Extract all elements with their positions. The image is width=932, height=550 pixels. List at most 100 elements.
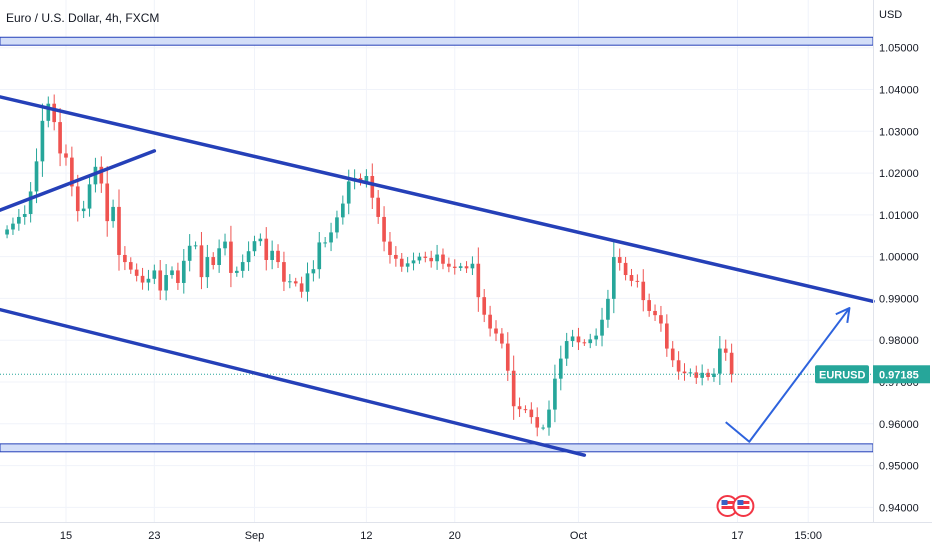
candle[interactable] [282, 251, 286, 292]
candle[interactable] [458, 262, 463, 271]
candle[interactable] [588, 333, 593, 349]
candle[interactable] [482, 289, 487, 323]
candle[interactable] [405, 257, 410, 273]
candle[interactable] [712, 368, 716, 382]
candle[interactable] [682, 363, 687, 381]
candle[interactable] [252, 235, 257, 257]
candle[interactable] [99, 156, 104, 193]
candle[interactable] [623, 256, 628, 281]
candle[interactable] [176, 262, 180, 290]
candle[interactable] [447, 257, 451, 273]
candle[interactable] [28, 182, 33, 223]
candle[interactable] [653, 304, 657, 321]
candle[interactable] [311, 260, 316, 282]
candle[interactable] [170, 266, 174, 279]
candle[interactable] [659, 305, 663, 332]
candle[interactable] [394, 246, 398, 267]
candle[interactable] [146, 269, 151, 291]
candle[interactable] [688, 368, 693, 377]
candle[interactable] [258, 233, 263, 246]
candle[interactable] [511, 355, 516, 420]
candle[interactable] [382, 206, 386, 252]
candle[interactable] [388, 231, 392, 264]
candle[interactable] [264, 227, 269, 271]
candle[interactable] [582, 339, 587, 346]
candle[interactable] [452, 259, 457, 275]
candle[interactable] [558, 345, 563, 391]
candle[interactable] [117, 189, 121, 271]
wedge-trendline[interactable] [0, 149, 157, 212]
candle[interactable] [718, 336, 722, 385]
candle[interactable] [22, 205, 27, 225]
candle[interactable] [441, 248, 445, 270]
candle[interactable] [11, 217, 15, 235]
candle[interactable] [17, 209, 21, 231]
candle[interactable] [152, 264, 157, 285]
candle[interactable] [52, 94, 57, 131]
candle[interactable] [217, 239, 221, 273]
candle[interactable] [535, 407, 540, 437]
candle[interactable] [287, 274, 292, 289]
candle[interactable] [606, 289, 610, 328]
candle[interactable] [34, 148, 39, 204]
candle[interactable] [600, 307, 604, 347]
candle[interactable] [723, 339, 728, 361]
candle[interactable] [529, 402, 534, 424]
candle[interactable] [488, 305, 492, 337]
candle[interactable] [205, 244, 210, 289]
candle[interactable] [181, 249, 186, 294]
support-zone[interactable] [0, 443, 874, 453]
channel-upper-line[interactable] [0, 95, 875, 304]
price-axis[interactable]: USD 1.050001.040001.030001.020001.010001… [873, 0, 919, 522]
candle[interactable] [523, 405, 528, 414]
candle[interactable] [564, 332, 569, 366]
projection-arrow[interactable] [725, 307, 851, 443]
candle[interactable] [199, 231, 204, 290]
candle[interactable] [494, 320, 498, 342]
candle[interactable] [58, 107, 62, 167]
candle[interactable] [641, 269, 646, 312]
candle[interactable] [64, 144, 68, 166]
candle[interactable] [611, 241, 616, 314]
channel-lower-line[interactable] [0, 307, 587, 457]
candle[interactable] [435, 244, 439, 270]
candle[interactable] [617, 248, 622, 271]
candle[interactable] [134, 263, 139, 282]
candle[interactable] [299, 276, 304, 298]
candle[interactable] [676, 351, 681, 380]
candle[interactable] [40, 103, 45, 177]
candle[interactable] [140, 267, 145, 290]
candle[interactable] [500, 328, 504, 349]
candle[interactable] [270, 240, 274, 270]
candle[interactable] [547, 400, 551, 436]
candle[interactable] [376, 189, 381, 224]
candle[interactable] [187, 234, 192, 272]
candle[interactable] [629, 268, 634, 287]
candle[interactable] [517, 397, 522, 417]
candle[interactable] [329, 222, 333, 252]
candle[interactable] [594, 328, 598, 346]
candle[interactable] [164, 264, 168, 301]
candle[interactable] [346, 169, 351, 215]
candle[interactable] [670, 341, 675, 368]
candle[interactable] [423, 251, 428, 263]
candle[interactable] [123, 246, 127, 271]
candle[interactable] [341, 195, 345, 225]
candle[interactable] [411, 252, 416, 271]
candle[interactable] [111, 199, 115, 228]
candle[interactable] [664, 314, 669, 357]
candle[interactable] [470, 256, 475, 276]
candle[interactable] [553, 364, 557, 423]
candle[interactable] [729, 343, 734, 383]
candle[interactable] [75, 174, 80, 222]
candle[interactable] [293, 277, 298, 287]
candle[interactable] [81, 200, 86, 219]
resistance-zone[interactable] [0, 36, 874, 46]
time-axis[interactable]: 15 23 Sep 12 20 Oct 17 15:00 [0, 522, 932, 543]
candle[interactable] [570, 329, 575, 347]
candle[interactable] [323, 237, 327, 248]
candle[interactable] [464, 261, 469, 273]
candle[interactable] [476, 247, 481, 312]
event-flags[interactable] [716, 495, 755, 517]
